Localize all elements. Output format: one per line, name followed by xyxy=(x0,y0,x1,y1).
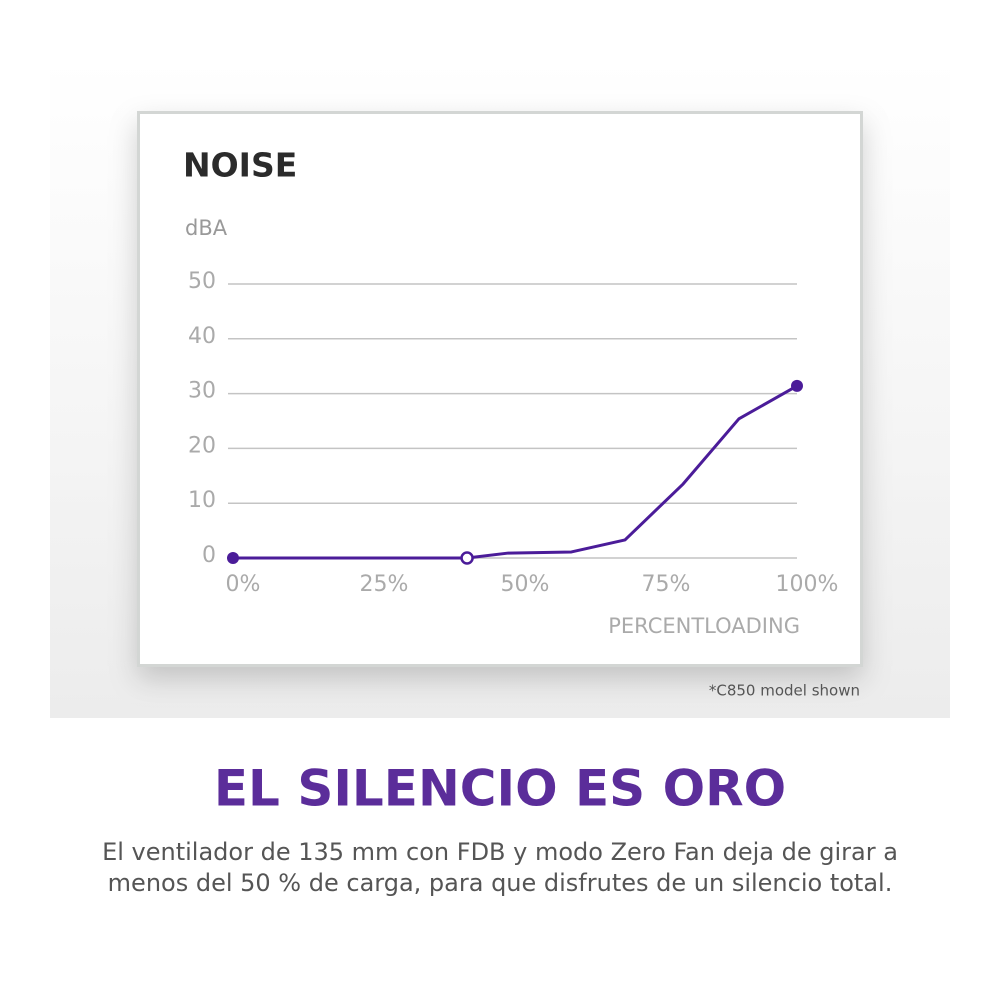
y-tick-label: 10 xyxy=(188,488,216,513)
y-tick-label: 40 xyxy=(188,324,216,349)
x-tick-label: 75% xyxy=(642,572,691,597)
y-tick-label: 20 xyxy=(188,433,216,458)
headline: EL SILENCIO ES ORO xyxy=(214,760,786,818)
point-marker xyxy=(227,552,239,564)
body-line: menos del 50 % de carga, para que disfru… xyxy=(108,869,893,897)
x-tick-label: 0% xyxy=(226,572,261,597)
point-marker xyxy=(460,551,474,565)
body-line: El ventilador de 135 mm con FDB y modo Z… xyxy=(102,838,898,866)
y-tick-label: 50 xyxy=(188,269,216,294)
footnote: *C850 model shown xyxy=(709,682,860,700)
y-axis-label: dBA xyxy=(185,216,228,240)
x-tick-label: 50% xyxy=(501,572,550,597)
chart-title: NOISE xyxy=(183,146,297,185)
x-tick-label: 100% xyxy=(776,572,839,597)
line xyxy=(233,384,798,560)
x-axis-label: PERCENTLOADING xyxy=(608,614,800,638)
x-tick-label: 25% xyxy=(360,572,409,597)
card xyxy=(137,111,863,667)
y-tick-label: 30 xyxy=(188,379,216,404)
y-tick-label: 0 xyxy=(202,543,216,568)
point-marker xyxy=(791,379,803,392)
